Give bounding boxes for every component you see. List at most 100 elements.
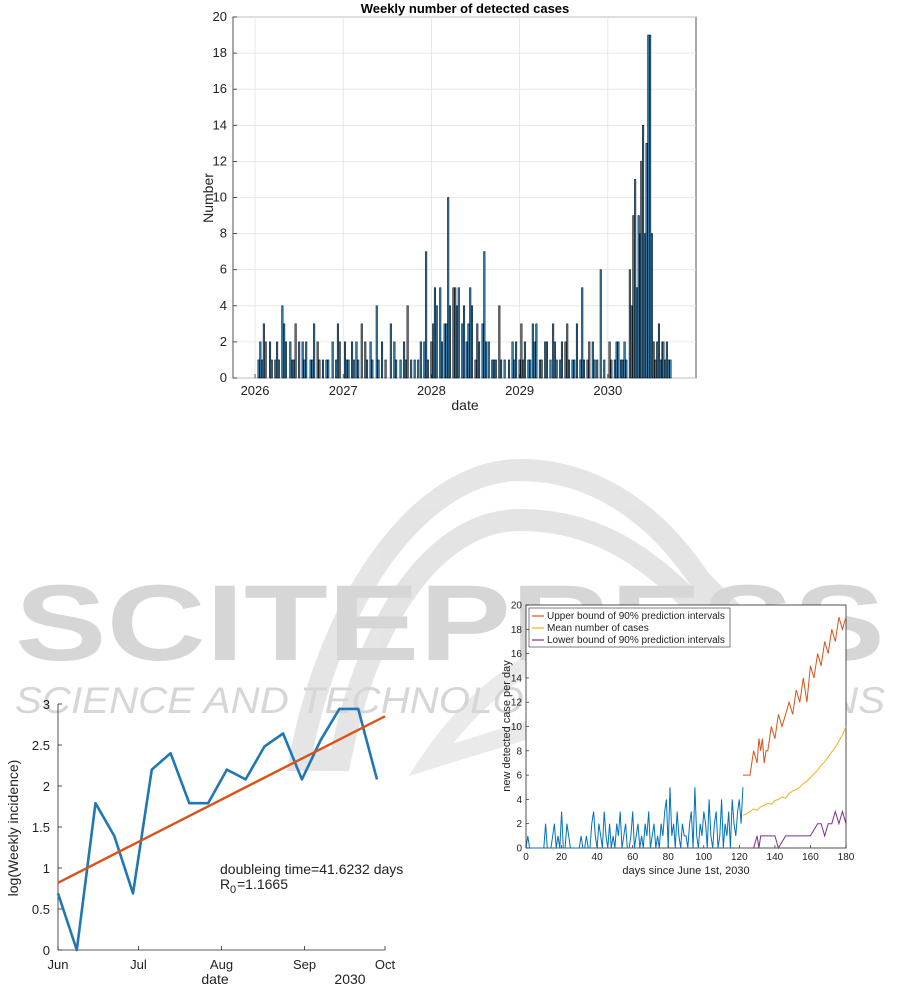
chart1-bar (511, 341, 514, 379)
chart3-x-tick-label: 60 (627, 852, 639, 863)
chart1-y-label: Number (200, 173, 216, 223)
chart1-bar (549, 359, 552, 379)
chart1-bar (640, 161, 643, 379)
legend-label-upper: Upper bound of 90% prediction intervals (547, 611, 725, 622)
chart1-bar (620, 359, 623, 379)
chart1-bar (566, 323, 569, 379)
chart1-bar (298, 341, 301, 379)
chart1-x-tick-label: 2028 (417, 383, 446, 398)
chart1-bar (270, 359, 273, 379)
chart1-bar (325, 359, 328, 379)
chart2-y-tick-label: 0 (43, 943, 50, 958)
chart2-year-label: 2030 (334, 971, 365, 987)
chart2-annotation-doubling: doubleing time=41.6232 days (220, 861, 403, 877)
chart1-bar (294, 323, 297, 379)
chart1-bar (617, 341, 620, 379)
chart1-bar (331, 341, 334, 379)
chart1-x-tick-label: 2030 (593, 383, 622, 398)
chart1-bar (493, 359, 496, 379)
chart1-bar (461, 323, 464, 379)
chart1-bar (531, 323, 534, 379)
chart1-bar (555, 359, 558, 379)
chart1-bar (413, 359, 416, 379)
chart1-bar (410, 359, 413, 379)
chart1-bar (582, 359, 586, 379)
chart1-bar (581, 287, 584, 379)
chart1-bar (659, 359, 662, 379)
chart3-x-tick-label: 160 (802, 852, 819, 863)
chart1-bar (571, 359, 574, 379)
chart2-x-tick-label: Jun (48, 957, 69, 972)
chart1-bar (615, 341, 618, 379)
chart1-bar (305, 341, 308, 379)
chart1-bars (257, 34, 672, 379)
chart1-bar (654, 359, 657, 379)
chart1-bar (467, 323, 470, 379)
chart1-y-tick-label: 6 (220, 262, 227, 277)
chart3-x-tick-label: 80 (663, 852, 675, 863)
chart1-bar (481, 323, 484, 379)
chart1-bar (289, 341, 292, 379)
chart1-bar (494, 359, 497, 379)
chart1-bar (338, 341, 341, 379)
chart1-bar (642, 125, 645, 379)
chart1-bar (647, 34, 650, 379)
chart1-bar (491, 359, 494, 379)
chart1-bar (637, 215, 640, 379)
chart1-bar (487, 341, 490, 379)
chart3-y-tick-label: 8 (516, 746, 522, 757)
chart1-bar (599, 269, 602, 379)
chart2-lines (56, 707, 386, 952)
chart3-upper-bound-line (742, 616, 847, 776)
chart1-bar (635, 287, 638, 379)
chart1-bar (513, 359, 516, 379)
chart1-bar (630, 305, 633, 379)
chart3-x-ticks: 0 20 40 60 80 100 120 140 160 180 (523, 845, 855, 863)
chart1-bar (352, 359, 355, 379)
chart2-y-tick-label: 0.5 (32, 902, 50, 917)
chart1-y-tick-label: 12 (213, 153, 227, 168)
chart1-bar (311, 359, 314, 379)
chart1-bar (284, 341, 287, 379)
chart2-annotation-r-value: =1.1665 (237, 876, 288, 892)
chart1-bar (529, 359, 532, 379)
chart1-bar (395, 359, 398, 379)
chart1-bar (621, 359, 624, 379)
chart1-bar (262, 323, 265, 379)
chart1-bar (303, 359, 306, 379)
chart1-bar (366, 359, 369, 379)
chart1-title: Weekly number of detected cases (361, 1, 570, 16)
chart1-bar (447, 197, 450, 379)
chart3-x-tick-label: 0 (523, 852, 529, 863)
chart1-bar (522, 359, 525, 379)
chart2-y-label: log(Weekly incidence) (5, 760, 21, 897)
chart2-y-ticks: 0 0.5 1 1.5 2 2.5 3 (32, 697, 62, 958)
chart1-bar (259, 341, 262, 379)
chart1-bar (355, 341, 358, 379)
chart1-bar (440, 341, 444, 379)
chart1-bar (316, 341, 319, 379)
chart1-bar (369, 341, 372, 379)
chart1-bar (470, 305, 474, 379)
chart-prediction: 0 2 4 6 8 10 12 14 16 18 20 0 20 40 60 80 100 120 140 160 1… (501, 601, 855, 878)
chart-log-incidence: 00.511.522.53 Jun Jul Aug Sep Oct 2030 date … (5, 697, 403, 987)
chart3-y-tick-label: 18 (511, 625, 523, 636)
chart1-bar (432, 323, 435, 379)
chart1-bar (435, 305, 438, 379)
chart1-bar (485, 341, 488, 379)
chart1-bar (596, 359, 599, 379)
chart3-y-label: new detected case per day (501, 660, 513, 792)
chart1-bar (520, 323, 523, 379)
chart1-bar (384, 359, 387, 379)
chart1-bar (351, 341, 354, 379)
chart1-y-tick-label: 10 (213, 190, 227, 205)
chart1-y-tick-label: 0 (220, 370, 227, 385)
chart1-bar (628, 269, 631, 379)
chart1-bar (281, 305, 284, 379)
chart1-bar (360, 323, 363, 379)
chart1-x-tick-label: 2029 (505, 383, 534, 398)
chart1-bar (433, 287, 436, 379)
chart1-x-label: date (451, 397, 478, 413)
chart1-bar (538, 359, 541, 379)
chart1-y-tick-label: 14 (213, 117, 227, 132)
